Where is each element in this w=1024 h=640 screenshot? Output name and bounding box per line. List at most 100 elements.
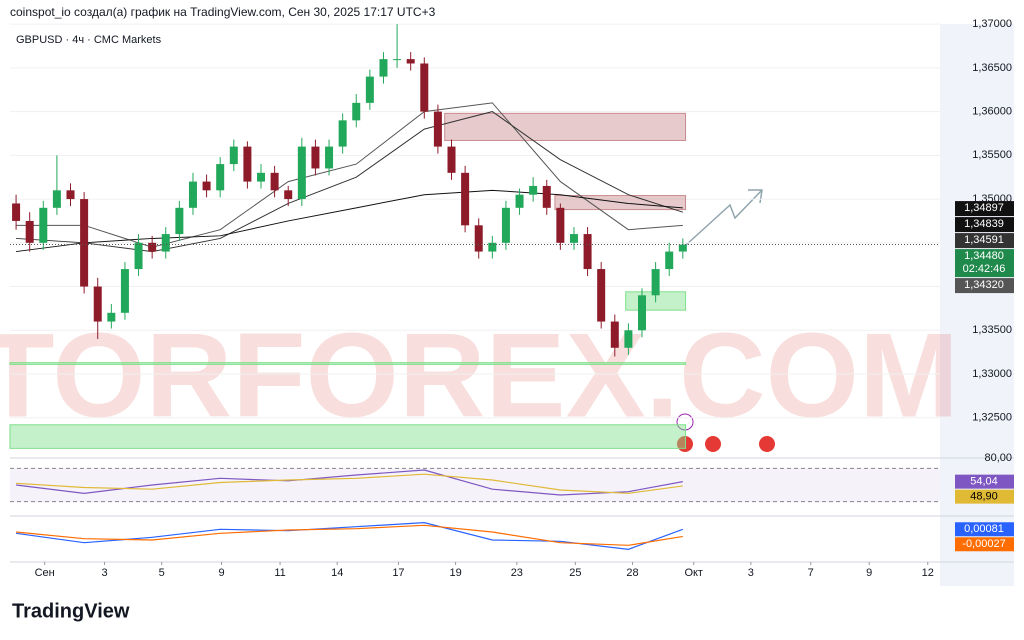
value-badge-label: -0,00027 <box>962 538 1005 550</box>
candle-body <box>325 146 334 169</box>
x-tick-label: 9 <box>218 567 224 579</box>
x-tick-label: 5 <box>159 567 165 579</box>
price-badge <box>955 201 1014 217</box>
candle-body <box>107 312 116 322</box>
candle-body <box>638 295 647 331</box>
value-badge-label: 54,04 <box>970 476 998 488</box>
price-badge <box>955 249 1014 278</box>
x-tick-label: 17 <box>392 567 404 579</box>
candle-body <box>651 269 660 296</box>
candle-body <box>175 207 184 235</box>
x-tick-label: 25 <box>569 567 581 579</box>
candle-body <box>202 181 211 191</box>
candle-body <box>297 146 306 200</box>
x-tick-label: 23 <box>511 567 523 579</box>
candle-body <box>216 164 225 191</box>
value-badge <box>955 537 1014 552</box>
candle-body <box>52 190 61 208</box>
plot-bg <box>10 24 940 586</box>
x-tick-label: 3 <box>748 567 754 579</box>
candle-body <box>284 190 293 200</box>
rsi-line <box>16 469 683 496</box>
zone <box>444 112 687 141</box>
rsi-line <box>16 473 683 494</box>
y-tick-label: 1,32500 <box>972 412 1012 424</box>
candle-body <box>188 181 197 208</box>
price-badge-label: 1,34897 <box>964 202 1004 214</box>
candle-body <box>569 234 578 243</box>
candle-body <box>161 234 170 252</box>
candle-body <box>461 172 470 226</box>
x-tick-label: 9 <box>866 567 872 579</box>
x-tick-label: 3 <box>101 567 107 579</box>
value-badge <box>955 474 1014 489</box>
zone <box>9 362 687 365</box>
candle-body <box>379 59 388 77</box>
price-badge <box>955 217 1014 233</box>
candle-body <box>25 220 34 243</box>
candle-body <box>406 59 415 64</box>
y-tick-label: 1,36500 <box>972 62 1012 74</box>
candle-body <box>311 146 320 169</box>
candle-body <box>352 102 361 121</box>
candle-body <box>365 76 374 103</box>
candle-body <box>243 146 252 182</box>
candle-body <box>474 225 483 252</box>
candle-body <box>542 185 551 208</box>
x-tick-label: 14 <box>331 567 343 579</box>
candle-body <box>270 172 279 191</box>
candle-body <box>433 111 442 147</box>
candle-body <box>257 172 266 182</box>
y-tick-label: 1,37000 <box>972 18 1012 30</box>
y-tick-label: 1,33500 <box>972 324 1012 336</box>
candle-body <box>515 194 524 208</box>
candle-body <box>597 269 606 322</box>
candle-body <box>501 207 510 243</box>
countdown: 02:42:46 <box>963 263 1006 275</box>
header: coinspot_io создал(а) график на TradingV… <box>10 5 436 19</box>
logo: TradingView <box>12 600 130 622</box>
price-badge-label: 1,34320 <box>964 279 1004 291</box>
candle-body <box>393 59 402 61</box>
macd-line <box>16 524 683 546</box>
x-tick-label: Сен <box>35 567 55 579</box>
candle-body <box>93 286 102 322</box>
candle-body <box>556 207 565 243</box>
value-badge <box>955 522 1014 537</box>
price-badge-label: 1,34839 <box>964 218 1004 230</box>
candle-body <box>229 146 238 165</box>
y-tick-label: 1,36000 <box>972 106 1012 118</box>
value-badge-label: 0,00081 <box>964 523 1004 535</box>
y-tick-label: 1,35500 <box>972 149 1012 161</box>
x-tick-label: Окт <box>684 567 703 579</box>
candle-body <box>66 190 75 200</box>
candle-body <box>488 242 497 252</box>
value-badge-label: 48,90 <box>970 491 998 503</box>
price-badge <box>955 233 1014 249</box>
candle-body <box>678 244 687 252</box>
candle-body <box>583 234 592 270</box>
event-icon <box>705 436 721 452</box>
moving-average <box>16 111 683 253</box>
candle-body <box>529 185 538 195</box>
x-tick-label: 7 <box>808 567 814 579</box>
candle-body <box>610 321 619 348</box>
chart-title: GBPUSD · 4ч · CMC Markets <box>16 34 162 46</box>
moving-average <box>16 189 683 253</box>
x-tick-label: 12 <box>922 567 934 579</box>
value-badge <box>955 489 1014 504</box>
x-tick-label: 28 <box>626 567 638 579</box>
price-badge <box>955 278 1014 294</box>
y-tick-label: 80,00 <box>984 452 1012 464</box>
zone <box>9 424 687 449</box>
price-badge-label: 1,34480 <box>964 250 1004 262</box>
candle-body <box>665 251 674 270</box>
candle-body <box>624 330 633 348</box>
candle-body <box>120 269 129 313</box>
candle-body <box>39 207 48 243</box>
candle-body <box>338 120 347 147</box>
candle-body <box>420 63 429 112</box>
watermark: TORFOREX.COM <box>0 309 959 443</box>
